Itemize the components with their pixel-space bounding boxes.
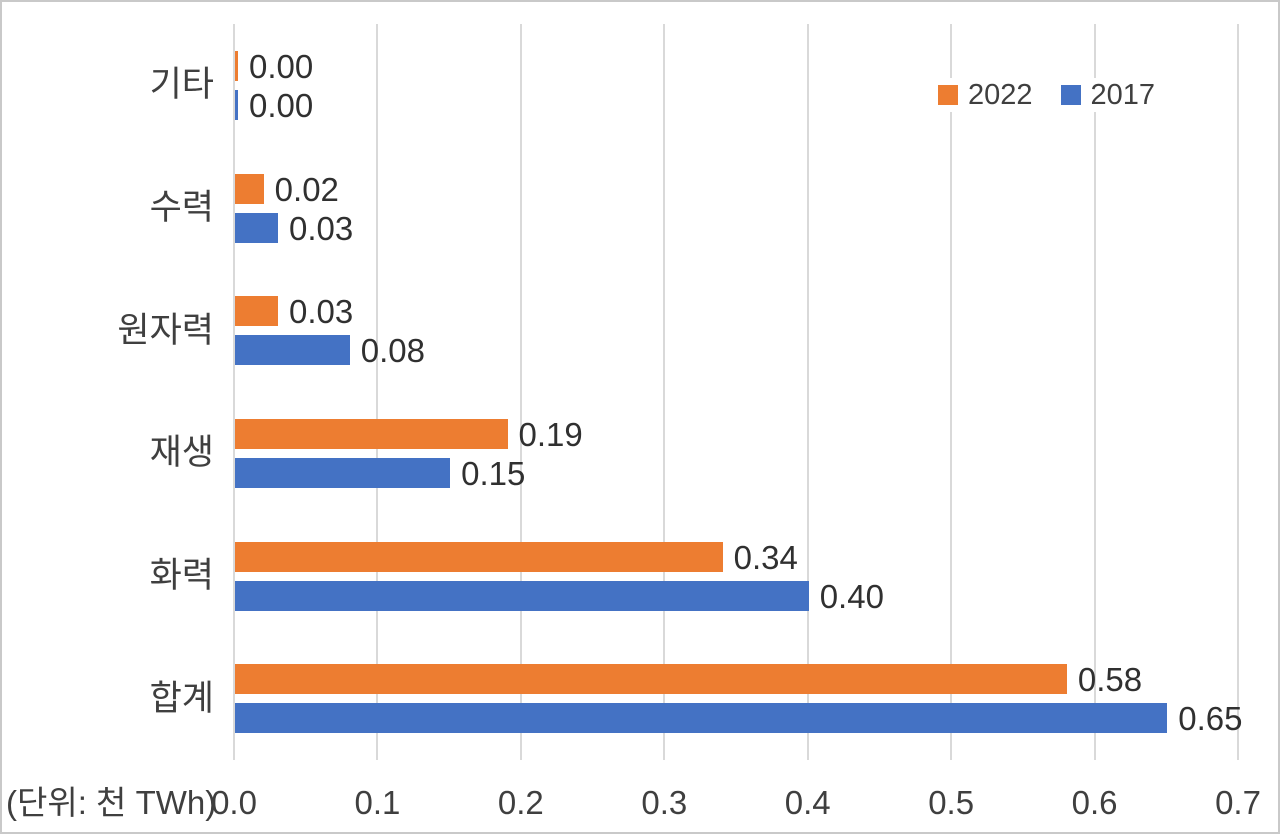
category-label-재생: 재생 bbox=[149, 433, 214, 473]
x-tick-0.3: 0.3 bbox=[641, 784, 688, 821]
category-label-합계: 합계 bbox=[149, 678, 214, 718]
data-label-2017-원자력: 0.08 bbox=[360, 332, 425, 370]
x-tick-0.6: 0.6 bbox=[1071, 784, 1118, 821]
data-label-2022-합계: 0.58 bbox=[1077, 661, 1143, 699]
plot-area: 0.00 0.00 0.02 0.03 0.03 0.08 0.19 0.15 0.34 0.40… bbox=[233, 24, 1243, 760]
legend-swatch-2017 bbox=[1060, 85, 1081, 105]
bar-2017-수력 bbox=[235, 212, 278, 243]
data-label-2017-기타: 0.00 bbox=[249, 86, 314, 124]
legend: 2022 2017 bbox=[934, 78, 1160, 112]
bar-2022-재생 bbox=[235, 418, 508, 449]
legend-item-2022: 2022 bbox=[938, 80, 1033, 110]
x-tick-0.7: 0.7 bbox=[1215, 784, 1261, 821]
x-tick-0.1: 0.1 bbox=[354, 784, 401, 821]
legend-label-2022: 2022 bbox=[968, 79, 1033, 111]
data-label-2022-화력: 0.34 bbox=[733, 538, 798, 576]
gridline-0.3 bbox=[663, 24, 666, 760]
bar-2017-재생 bbox=[235, 457, 451, 488]
bar-2022-합계 bbox=[235, 664, 1067, 695]
data-label-2017-화력: 0.40 bbox=[819, 577, 884, 615]
bar-2017-기타 bbox=[235, 89, 238, 120]
gridline-0.5 bbox=[950, 24, 953, 760]
unit-label: (단위: 천 TWh) bbox=[6, 784, 217, 821]
gridline-0.1 bbox=[376, 24, 379, 760]
data-label-2017-수력: 0.03 bbox=[289, 209, 354, 247]
legend-label-2017: 2017 bbox=[1090, 79, 1156, 111]
data-label-2022-재생: 0.19 bbox=[518, 415, 583, 453]
bar-2017-합계 bbox=[235, 703, 1168, 734]
x-tick-0.4: 0.4 bbox=[784, 784, 831, 821]
category-label-화력: 화력 bbox=[149, 556, 214, 595]
gridline-0.6 bbox=[1093, 24, 1096, 760]
bar-2022-화력 bbox=[235, 541, 723, 572]
legend-swatch-2022 bbox=[938, 85, 958, 105]
bar-2022-수력 bbox=[235, 173, 264, 204]
gridline-0.0 bbox=[233, 24, 235, 760]
category-label-수력: 수력 bbox=[149, 188, 214, 227]
category-label-원자력: 원자력 bbox=[117, 310, 214, 350]
x-tick-0.2: 0.2 bbox=[497, 784, 544, 821]
bar-2017-원자력 bbox=[235, 335, 350, 366]
data-label-2022-기타: 0.00 bbox=[249, 47, 314, 85]
data-label-2017-재생: 0.15 bbox=[461, 454, 526, 492]
gridline-0.4 bbox=[806, 24, 809, 760]
x-tick-0.5: 0.5 bbox=[928, 784, 975, 821]
x-tick-0.0: 0.0 bbox=[211, 784, 257, 821]
bar-2022-기타 bbox=[235, 50, 238, 81]
data-label-2022-수력: 0.02 bbox=[274, 170, 339, 208]
bar-2022-원자력 bbox=[235, 296, 278, 327]
category-label-기타: 기타 bbox=[149, 65, 214, 105]
data-label-2017-합계: 0.65 bbox=[1178, 700, 1243, 738]
data-label-2022-원자력: 0.03 bbox=[289, 293, 354, 331]
gridline-0.7 bbox=[1237, 24, 1239, 760]
gridline-0.2 bbox=[519, 24, 522, 760]
legend-item-2017: 2017 bbox=[1060, 79, 1156, 111]
bar-2017-화력 bbox=[235, 580, 809, 611]
